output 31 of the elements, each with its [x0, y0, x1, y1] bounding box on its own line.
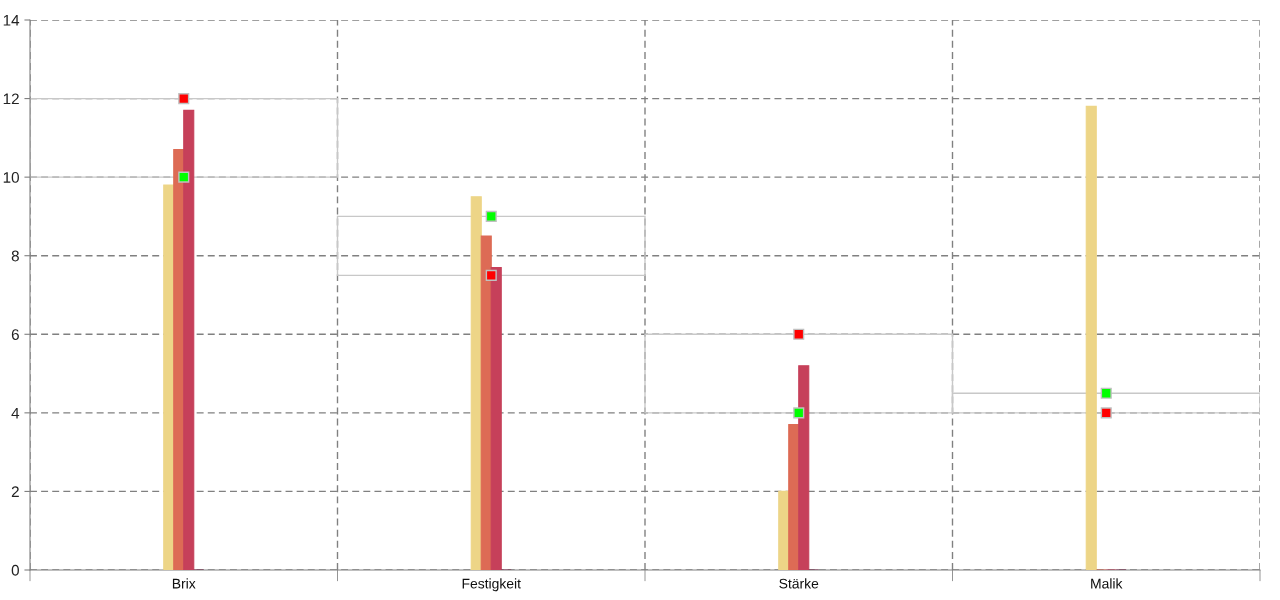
bar: [788, 424, 800, 570]
y-tick-label: 6: [11, 329, 19, 340]
bar: [30, 97, 339, 178]
y-tick-label: 2: [11, 486, 19, 497]
x-tick-label: Malik: [1091, 578, 1123, 589]
y-tick-label: 0: [11, 564, 19, 576]
point: [793, 328, 805, 340]
x-tick-label: Stärke: [779, 578, 819, 589]
point: [485, 269, 497, 281]
y-tick-label: 8: [11, 250, 19, 262]
bar: [336, 215, 646, 277]
bar: [183, 109, 195, 570]
y-tick-label: 12: [3, 93, 19, 105]
bar: [1085, 105, 1097, 570]
point: [1100, 407, 1112, 419]
y-tick-label: 10: [3, 172, 19, 183]
bar: [480, 235, 492, 570]
point: [1100, 387, 1112, 399]
bar: [798, 365, 810, 570]
point: [485, 210, 497, 222]
point: [793, 407, 805, 419]
bar: [470, 196, 482, 570]
bar: [163, 184, 175, 570]
y-tick-label: 4: [11, 407, 20, 419]
x-tick-label: Brix: [172, 578, 196, 589]
bar: [778, 490, 790, 570]
x-tick-label: Festigkeit: [462, 578, 521, 592]
y-tick-label: 14: [3, 15, 20, 26]
bar: [490, 266, 502, 570]
point: [178, 171, 190, 183]
point: [178, 93, 190, 105]
